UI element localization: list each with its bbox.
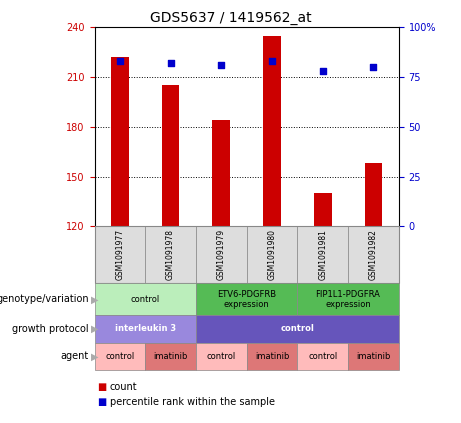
Bar	[263, 36, 281, 226]
Bar	[162, 85, 179, 226]
Text: FIP1L1-PDGFRA
expression: FIP1L1-PDGFRA expression	[316, 290, 380, 309]
Text: control: control	[280, 324, 314, 333]
Point	[370, 64, 377, 71]
Text: control: control	[130, 295, 160, 304]
Text: ▶: ▶	[91, 294, 98, 304]
Bar	[365, 163, 382, 226]
Text: GSM1091981: GSM1091981	[318, 229, 327, 280]
Bar	[213, 120, 230, 226]
Text: imatinib: imatinib	[356, 352, 390, 361]
Text: agent: agent	[61, 352, 89, 361]
Point	[116, 58, 124, 65]
Text: ■: ■	[97, 397, 106, 407]
Text: ▶: ▶	[91, 324, 98, 334]
Text: count: count	[110, 382, 137, 392]
Text: GSM1091980: GSM1091980	[267, 229, 277, 280]
Text: GSM1091979: GSM1091979	[217, 229, 226, 280]
Text: ETV6-PDGFRB
expression: ETV6-PDGFRB expression	[217, 290, 276, 309]
Bar	[111, 58, 129, 226]
Point	[218, 62, 225, 69]
Point	[167, 60, 174, 67]
Text: GSM1091978: GSM1091978	[166, 229, 175, 280]
Point	[319, 68, 326, 74]
Text: GSM1091982: GSM1091982	[369, 229, 378, 280]
Text: control: control	[308, 352, 337, 361]
Text: genotype/variation: genotype/variation	[0, 294, 89, 304]
Text: ■: ■	[97, 382, 106, 392]
Text: imatinib: imatinib	[255, 352, 289, 361]
Text: interleukin 3: interleukin 3	[115, 324, 176, 333]
Text: ▶: ▶	[91, 352, 98, 361]
Text: GSM1091977: GSM1091977	[115, 229, 124, 280]
Text: control: control	[207, 352, 236, 361]
Text: growth protocol: growth protocol	[12, 324, 89, 334]
Point	[268, 58, 276, 65]
Text: imatinib: imatinib	[154, 352, 188, 361]
Bar	[314, 193, 331, 226]
Text: GDS5637 / 1419562_at: GDS5637 / 1419562_at	[150, 11, 311, 25]
Text: percentile rank within the sample: percentile rank within the sample	[110, 397, 275, 407]
Text: control: control	[105, 352, 135, 361]
